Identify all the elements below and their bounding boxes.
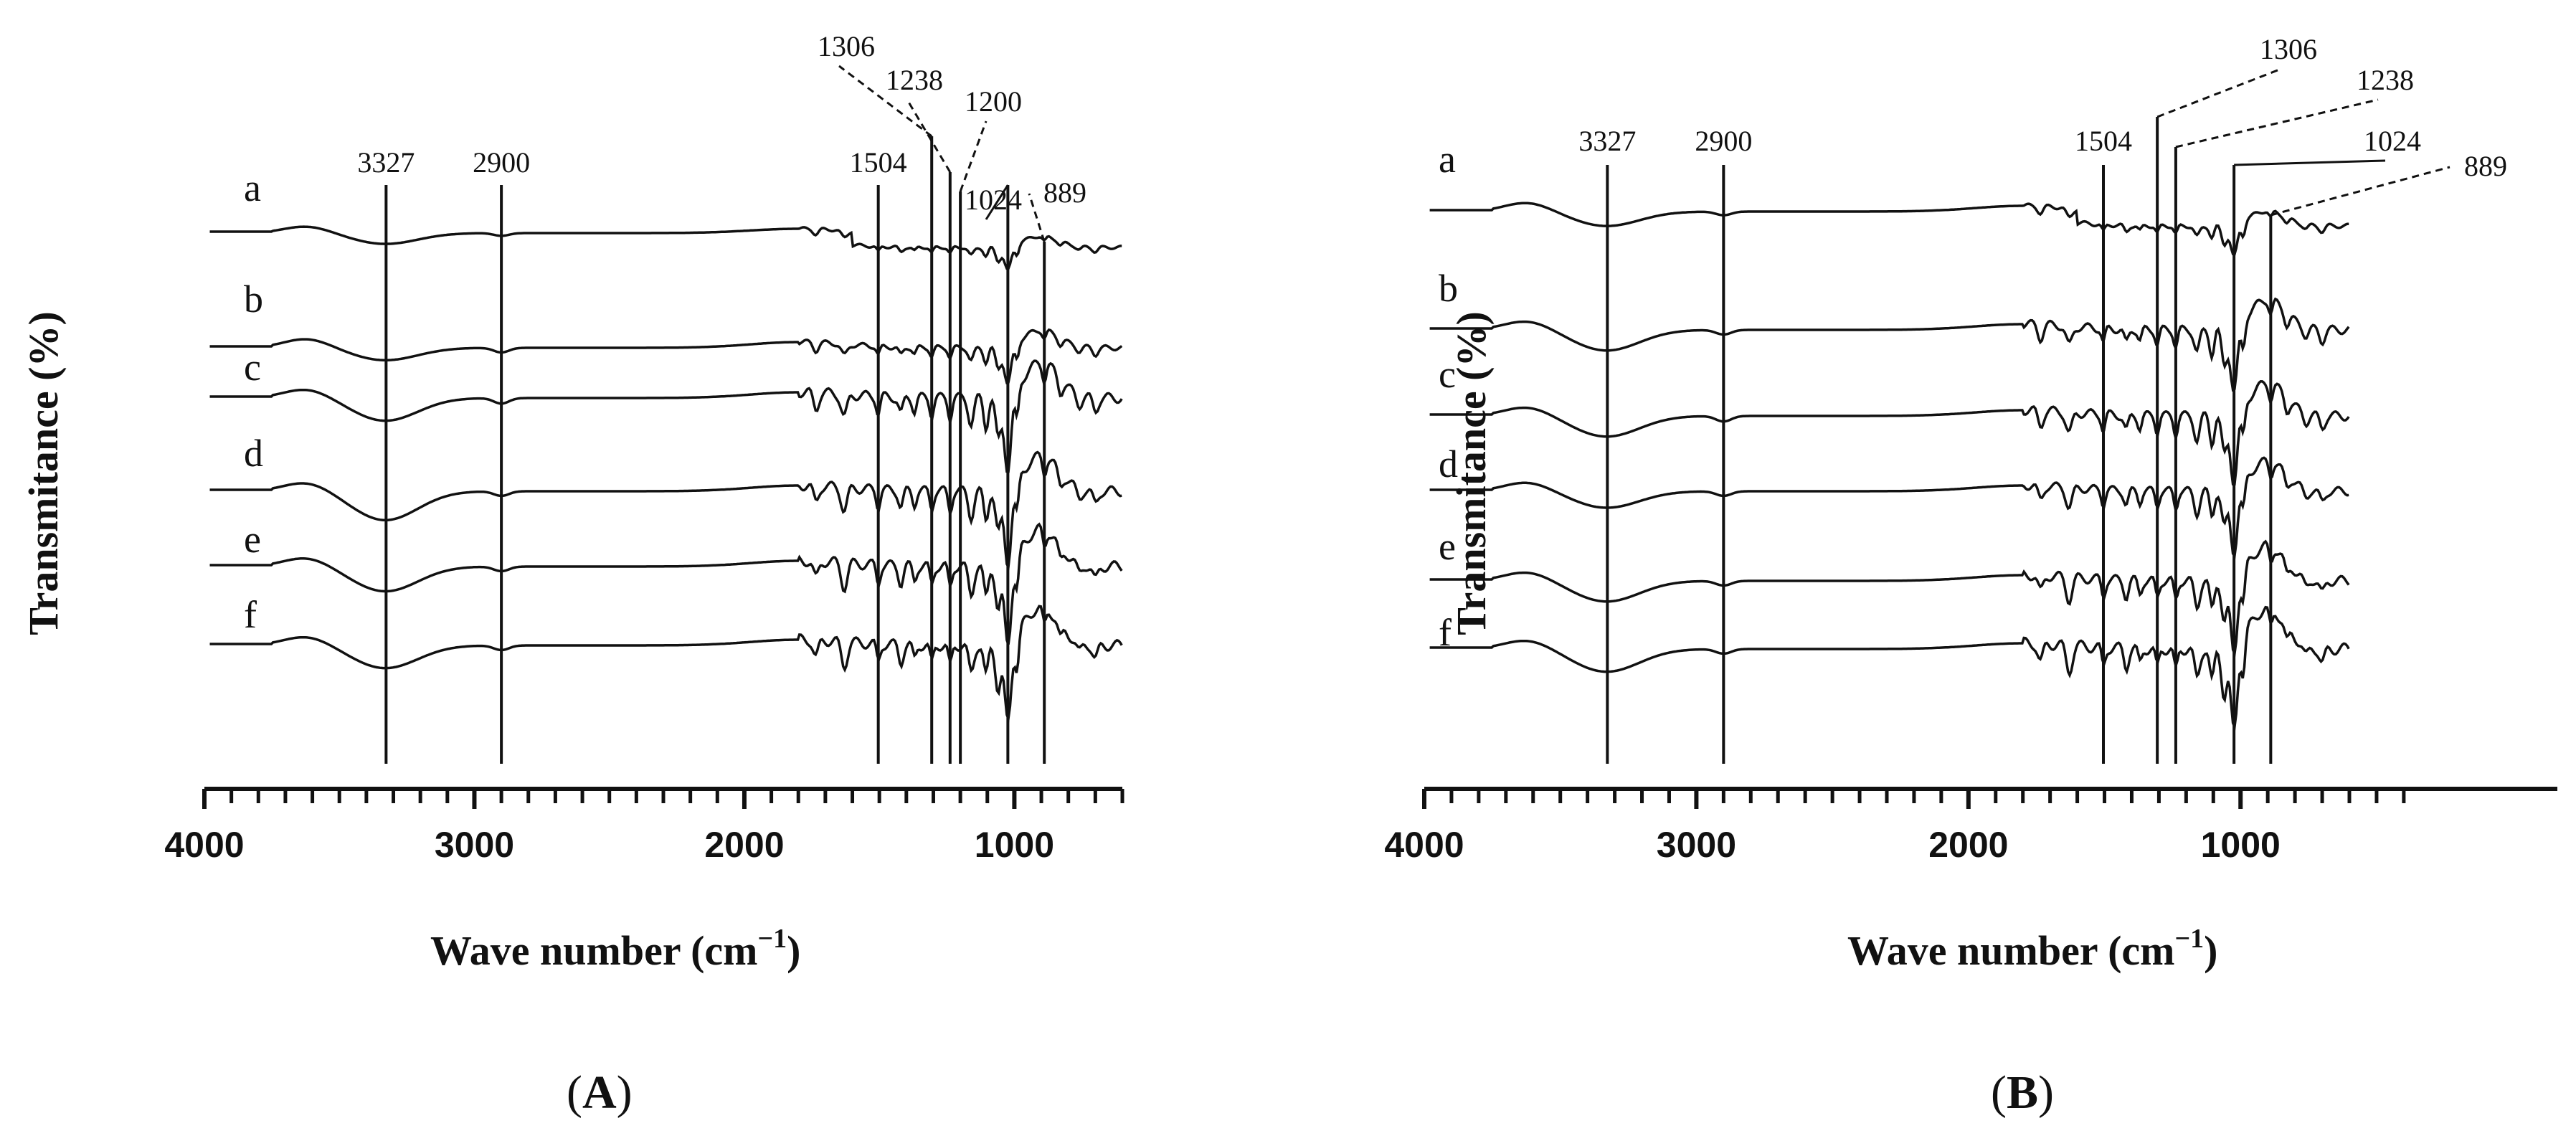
series-label-e: e: [1439, 525, 1456, 568]
x-axis-title-main: Wave number (cm: [1847, 927, 2174, 974]
series-label-f: f: [1439, 611, 1452, 654]
leader-889: [2270, 166, 2450, 217]
series-label-b: b: [244, 278, 263, 321]
peak-label-1306: 1306: [818, 30, 875, 62]
peak-label-2900: 2900: [1695, 125, 1752, 157]
x-tick-label: 4000: [164, 825, 244, 865]
y-axis-title: Transmitance (%): [20, 311, 67, 635]
series-label-e: e: [244, 518, 261, 561]
panel-label-letter: B: [2007, 1066, 2038, 1119]
peak-labels: 3327 2900 1504 1306 1238 1200 1024 889: [357, 30, 1086, 216]
peak-label-1200: 1200: [965, 85, 1022, 118]
series-label-b: b: [1439, 267, 1458, 310]
peak-label-3327: 3327: [1578, 125, 1636, 157]
y-axis-title: Transmitance (%): [1448, 311, 1495, 635]
panel-label-close: ): [617, 1066, 633, 1119]
x-tick-label: 3000: [1657, 825, 1736, 865]
series-label-f: f: [244, 593, 257, 636]
series-label-c: c: [1439, 353, 1456, 396]
spectrum-f: [209, 605, 1123, 724]
chart-panel-b: 4000 3000 2000 1000 3327 2900 1504 1306 1238 102…: [1288, 0, 2576, 1142]
leader-889: [1028, 193, 1046, 242]
x-axis-title: Wave number (cm−1): [430, 924, 800, 974]
x-axis-title-sup: −1: [2174, 924, 2204, 954]
peak-label-1504: 1504: [850, 146, 907, 179]
spectra: [1429, 202, 2350, 732]
peak-label-1024: 1024: [2364, 125, 2421, 157]
x-axis-title-close: ): [787, 927, 800, 974]
x-tick-label: 4000: [1384, 825, 1464, 865]
peak-label-889: 889: [2464, 150, 2507, 182]
series-label-a: a: [1439, 138, 1456, 181]
peak-labels: 3327 2900 1504 1306 1238 1024 889: [1578, 33, 2507, 182]
series-label-a: a: [244, 166, 261, 209]
x-tick-label: 1000: [975, 825, 1054, 865]
x-axis-title-sup: −1: [757, 924, 787, 954]
peak-label-1504: 1504: [2075, 125, 2132, 157]
x-axis-title: Wave number (cm−1): [1847, 924, 2217, 974]
panel-label-open: (: [1991, 1066, 2007, 1119]
spectrum-e: [209, 522, 1123, 645]
x-axis-title-close: ): [2204, 927, 2217, 974]
spectrum-f: [1429, 605, 2350, 732]
spectrum-d: [1429, 456, 2349, 559]
ftir-chart-b: 4000 3000 2000 1000 3327 2900 1504 1306 1238 102…: [1384, 33, 2557, 1119]
leader-1024: [985, 184, 1009, 220]
x-tick-label: 2000: [1928, 825, 2008, 865]
panel-label: (A): [567, 1066, 633, 1119]
leader-1238: [2175, 98, 2379, 148]
panel-label: (B): [1991, 1066, 2054, 1119]
spectrum-a: [1429, 202, 2349, 256]
series-label-d: d: [1439, 442, 1458, 486]
spectrum-d: [209, 450, 1122, 571]
panel-label-open: (: [567, 1066, 582, 1119]
spectrum-b: [209, 328, 1123, 385]
leader-1024: [2234, 159, 2386, 166]
spectrum-a: [209, 225, 1122, 270]
leader-1238: [906, 99, 952, 173]
spectrum-b: [1429, 297, 2350, 392]
peak-label-3327: 3327: [357, 146, 415, 179]
x-axis: 4000 3000 2000 1000: [164, 787, 1124, 865]
leader-1306: [2156, 67, 2282, 118]
spectrum-c: [209, 359, 1123, 473]
panel-label-close: ): [2038, 1066, 2054, 1119]
peak-label-1238: 1238: [886, 64, 943, 96]
chart-panel-a: 4000 3000 2000 1000 3327 2900 1504 1306 1238 120…: [0, 0, 1288, 1142]
peak-label-1024: 1024: [965, 184, 1022, 216]
x-tick-label: 2000: [704, 825, 784, 865]
x-axis-title-main: Wave number (cm: [430, 927, 757, 974]
peak-label-1238: 1238: [2357, 64, 2414, 96]
peak-label-1306: 1306: [2260, 33, 2317, 65]
reference-lines: [384, 65, 1046, 764]
peak-label-889: 889: [1043, 176, 1086, 209]
panel-label-letter: A: [582, 1066, 617, 1119]
series-label-d: d: [244, 432, 263, 475]
x-axis: 4000 3000 2000 1000: [1384, 787, 2557, 865]
x-tick-label: 3000: [435, 825, 514, 865]
ftir-chart-a: 4000 3000 2000 1000 3327 2900 1504 1306 1238 120…: [20, 30, 1124, 1119]
x-tick-label: 1000: [2201, 825, 2281, 865]
peak-label-2900: 2900: [473, 146, 530, 179]
spectrum-c: [1429, 380, 2350, 486]
curve-labels: a bc def: [1439, 138, 1458, 654]
spectra: [209, 225, 1123, 724]
leader-1200: [959, 120, 988, 192]
spectrum-e: [1429, 539, 2350, 659]
series-label-c: c: [244, 346, 261, 389]
